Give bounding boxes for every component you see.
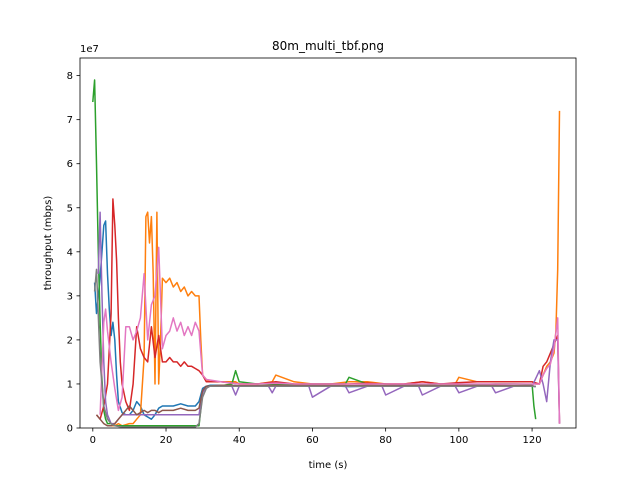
y-tick-label: 5 bbox=[67, 203, 73, 214]
y-tick-label: 1 bbox=[67, 379, 73, 390]
y-tick-label: 4 bbox=[67, 247, 73, 258]
x-axis-label: time (s) bbox=[309, 460, 348, 471]
series-line-7 bbox=[99, 246, 561, 424]
chart-title: 80m_multi_tbf.png bbox=[272, 39, 384, 53]
x-tick-label: 0 bbox=[90, 435, 96, 446]
y-tick-label: 8 bbox=[67, 71, 73, 82]
y-tick-label: 7 bbox=[67, 115, 73, 126]
y-tick-label: 6 bbox=[67, 159, 73, 170]
y-tick-label: 0 bbox=[67, 424, 73, 435]
x-tick-label: 60 bbox=[306, 435, 319, 446]
y-offset-label: 1e7 bbox=[80, 44, 99, 55]
series-line-8 bbox=[93, 268, 536, 428]
x-tick-label: 120 bbox=[523, 435, 542, 446]
series-layer bbox=[92, 79, 561, 428]
x-tick-label: 40 bbox=[233, 435, 246, 446]
y-tick-label: 3 bbox=[67, 291, 73, 302]
tick-layer: 0 20 40 60 80 100 120 0 1 2 3 4 5 6 7 8 bbox=[67, 71, 542, 446]
x-tick-label: 20 bbox=[160, 435, 173, 446]
plot-frame bbox=[79, 57, 577, 429]
x-tick-label: 100 bbox=[449, 435, 468, 446]
series-line-4 bbox=[95, 198, 561, 424]
x-tick-label: 80 bbox=[379, 435, 392, 446]
y-axis-label: throughput (mbps) bbox=[43, 196, 54, 291]
y-tick-label: 2 bbox=[67, 335, 73, 346]
